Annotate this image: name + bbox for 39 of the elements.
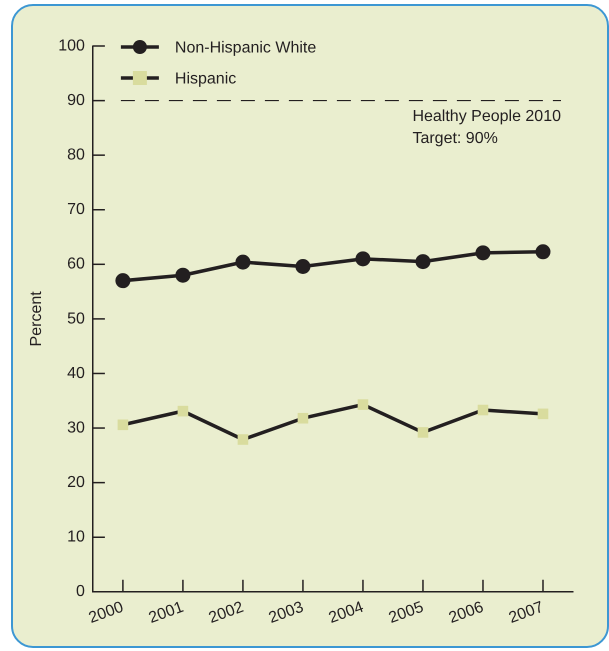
y-tick-label: 20 <box>67 474 85 492</box>
y-tick-label: 10 <box>67 528 85 546</box>
point <box>538 408 548 420</box>
point <box>478 404 488 416</box>
x-tick-label: 2006 <box>446 598 486 627</box>
point <box>235 254 250 270</box>
point <box>535 244 550 260</box>
point <box>238 434 248 445</box>
ref-line-label: Healthy People 2010 Target: 90% <box>412 108 562 147</box>
point <box>298 412 308 424</box>
x-tick-label: 2001 <box>146 598 186 627</box>
y-axis-title: Percent <box>28 290 46 346</box>
point <box>118 419 128 430</box>
y-tick-label: 80 <box>67 146 85 164</box>
y-tick-label: 100 <box>58 37 85 54</box>
point <box>418 427 428 438</box>
point <box>415 254 430 270</box>
point <box>175 268 190 283</box>
x-tick-label: 2004 <box>326 598 366 627</box>
x-tick-label: 2003 <box>266 598 306 627</box>
y-tick-label: 50 <box>67 310 85 328</box>
point <box>358 399 368 410</box>
point <box>475 245 490 260</box>
y-tick-label: 90 <box>67 92 85 109</box>
y-tick-label: 30 <box>67 419 85 436</box>
legend-label: Non-Hispanic White <box>174 39 316 56</box>
y-tick-label: 0 <box>76 583 85 600</box>
point <box>295 258 310 274</box>
y-tick-label: 40 <box>67 364 85 382</box>
x-tick-label: 2002 <box>206 598 246 627</box>
y-tick-label: 60 <box>67 256 85 273</box>
x-tick-label: 2000 <box>86 598 126 627</box>
x-tick-label: 2005 <box>386 598 426 627</box>
x-tick-label: 2007 <box>506 598 546 627</box>
y-tick-label: 70 <box>67 201 85 218</box>
point <box>115 273 130 288</box>
legend-label: Hispanic <box>174 70 236 88</box>
point <box>355 251 370 266</box>
point <box>178 406 188 416</box>
